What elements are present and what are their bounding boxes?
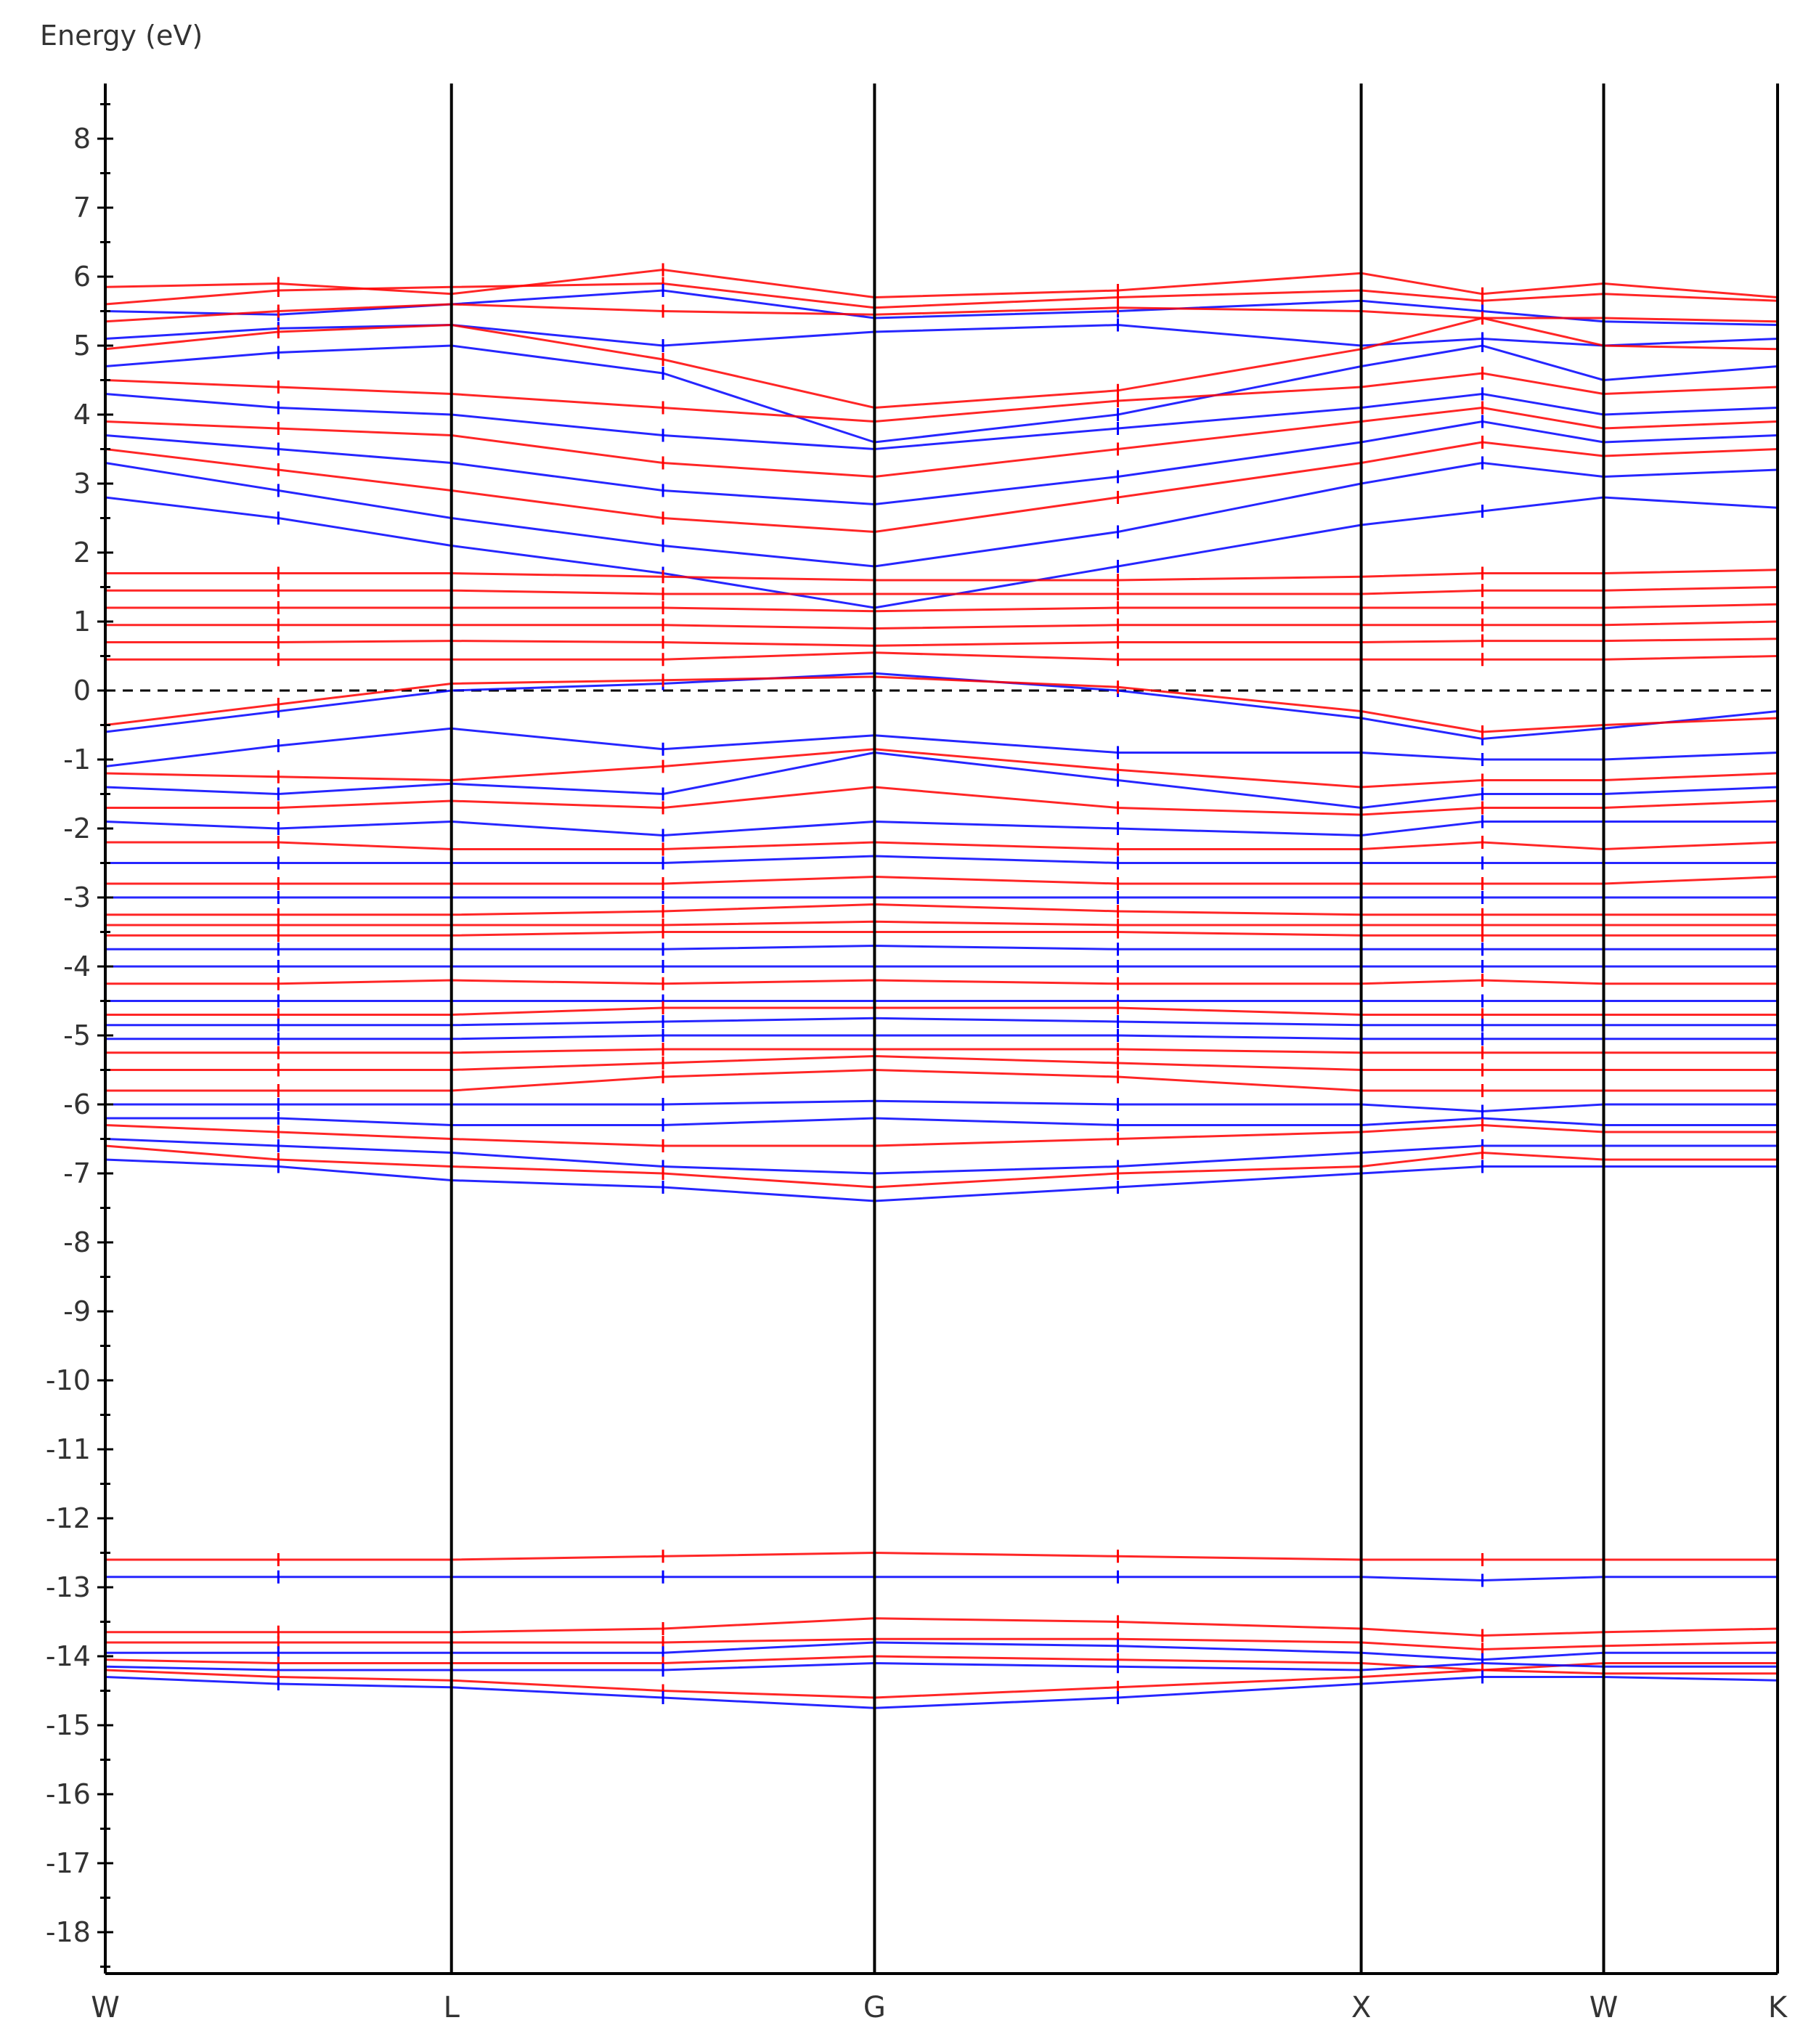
band-line [105,1669,1778,1699]
band-line [105,748,1778,789]
y-tick-label: 6 [73,261,91,293]
band-line [105,1138,1778,1175]
y-tick-label: -8 [63,1226,91,1258]
y-tick-label: 0 [73,675,91,707]
k-point-label: W [1590,1991,1619,2024]
y-axis-title: Energy (eV) [40,20,203,52]
band-line [105,420,1778,506]
band-line [105,620,1778,630]
band-line [105,1661,1778,1672]
band-line [105,461,1778,568]
y-tick-label: -2 [63,813,91,844]
band-line [105,1144,1778,1189]
y-tick-label: -9 [63,1295,91,1327]
band-line [105,1034,1778,1041]
y-tick-label: 7 [73,192,91,224]
y-tick-label: -13 [46,1571,91,1603]
band-line [105,1099,1778,1113]
y-tick-label: -14 [46,1640,91,1672]
band-line [105,1017,1778,1027]
band-line [105,786,1778,816]
y-tick-label: -1 [63,744,91,775]
band-line [105,586,1778,595]
band-line [105,569,1778,582]
band-line [105,1054,1778,1071]
band-line [105,651,1778,661]
y-tick-label: -17 [46,1847,91,1879]
y-tick-label: -11 [46,1433,91,1465]
band-line [105,1617,1778,1637]
band-line [105,1676,1778,1709]
y-tick-label: -3 [63,881,91,913]
band-line [105,675,1778,733]
k-point-lines-layer [449,84,1779,1974]
band-line [105,603,1778,613]
y-tick-label: -5 [63,1019,91,1051]
k-point-label: W [91,1991,120,2024]
y-tick-label: -18 [46,1916,91,1948]
band-line [105,1576,1778,1582]
y-tick-label: -16 [46,1778,91,1810]
y-tick-label: -4 [63,950,91,982]
band-line [105,268,1778,299]
k-point-label: L [444,1991,460,2024]
y-tick-label: -10 [46,1364,91,1396]
band-line [105,1637,1778,1651]
band-line [105,944,1778,950]
y-tick-label: 3 [73,468,91,500]
band-line [105,323,1778,347]
band-line [105,282,1778,309]
y-tick-label: -15 [46,1709,91,1741]
band-line [105,344,1778,444]
band-line [105,931,1778,937]
k-point-label: K [1768,1991,1788,2024]
band-line [105,441,1778,534]
y-tick-label: 4 [73,399,91,431]
y-tick-label: 1 [73,606,91,638]
y-tick-label: 8 [73,123,91,155]
k-point-label: X [1351,1991,1371,2024]
band-line [105,1117,1778,1126]
band-line [105,1006,1778,1016]
band-line [105,638,1778,647]
y-tick-label: 2 [73,537,91,569]
band-line [105,841,1778,851]
band-line [105,303,1778,323]
band-line [105,855,1778,864]
band-line [105,820,1778,837]
band-line [105,1123,1778,1147]
y-tick-label: -7 [63,1157,91,1189]
band-line [105,496,1778,609]
band-line [105,1641,1778,1661]
band-line [105,1551,1778,1561]
band-line [105,289,1778,326]
band-line [105,1655,1778,1672]
y-tick-label: -12 [46,1502,91,1534]
y-tick-label: -6 [63,1088,91,1120]
band-line [105,372,1778,423]
band-line [105,727,1778,767]
band-line [105,392,1778,451]
band-line [105,1048,1778,1054]
band-line [105,751,1778,810]
y-axis: 8 7 6 5 4 3 2 1 0 -1 -2 -3 -4 -5 -6 -7 -8 -9 -10 -11 -12 -13 -… [46,84,1778,1975]
band-line [105,406,1778,479]
y-tick-label: 5 [73,330,91,362]
k-point-label: G [863,1991,886,2024]
band-line [105,317,1778,410]
bands-layer [104,263,1779,1715]
band-line [105,920,1778,927]
band-line [105,979,1778,985]
band-line [105,1158,1778,1202]
band-line [105,903,1778,916]
band-line [105,1068,1778,1092]
band-line [105,875,1778,885]
